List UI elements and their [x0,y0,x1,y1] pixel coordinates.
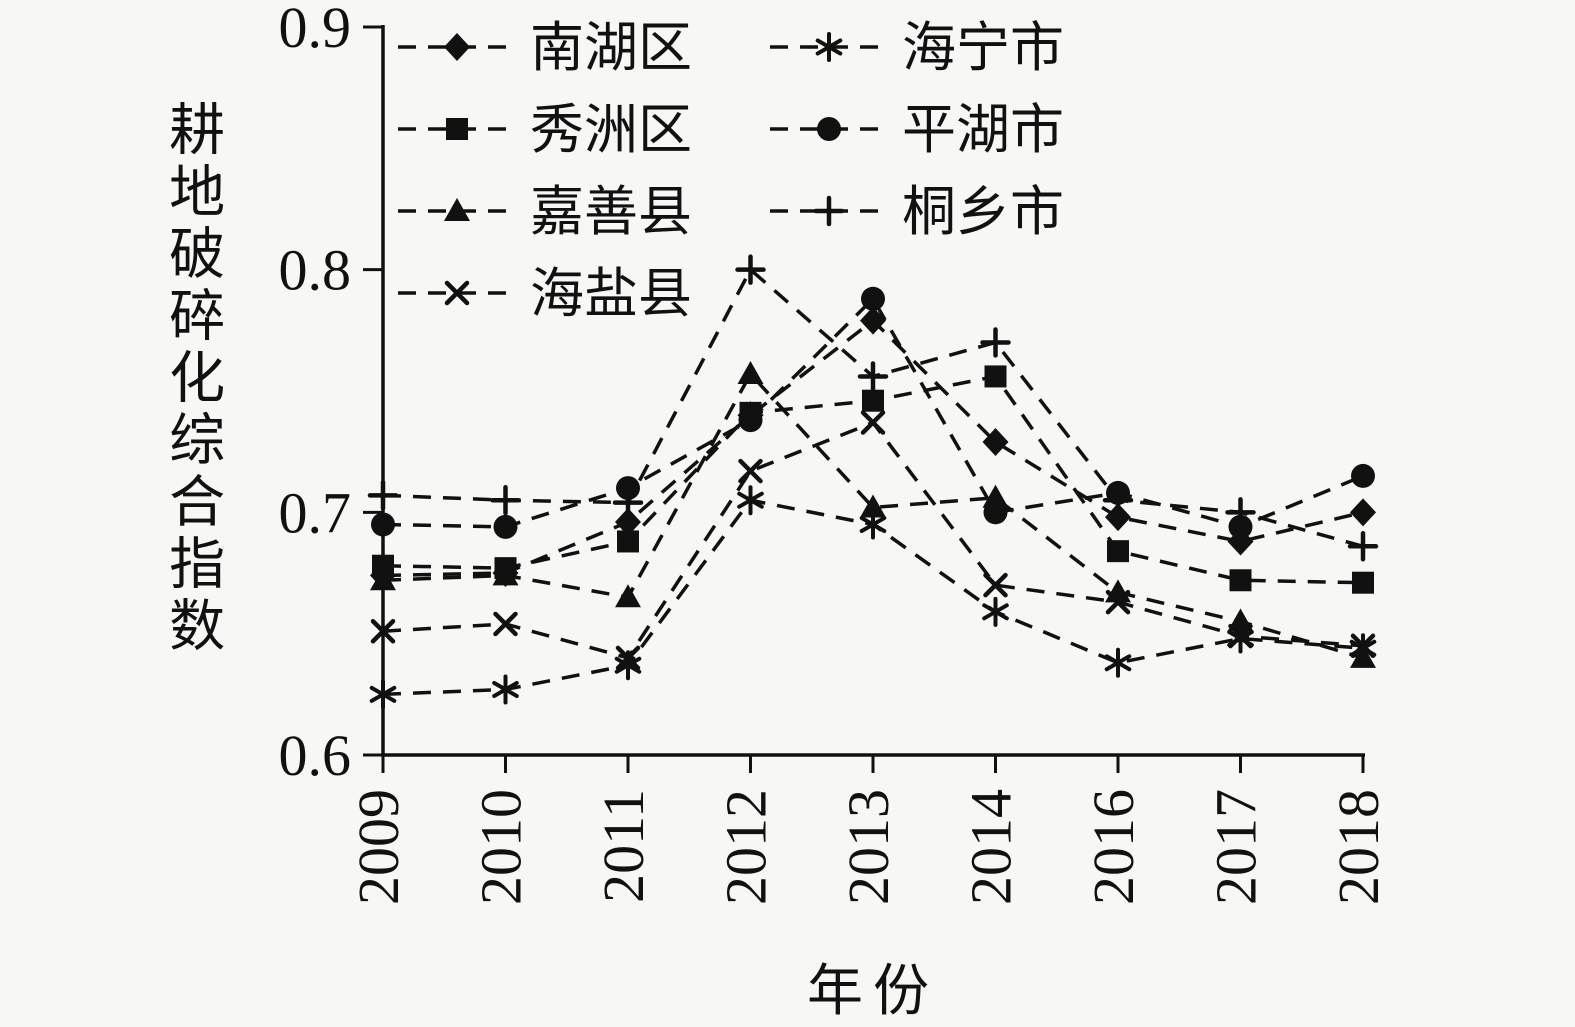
data-marker-asterisk [1349,633,1377,664]
x-tick-label: 2012 [714,789,779,905]
data-marker-circle [1351,463,1375,488]
series-line-x [382,420,1364,660]
data-marker-circle [861,286,885,311]
data-marker-square [862,389,884,412]
data-marker-triangle [615,584,641,608]
x-tick-label: 2009 [346,789,411,905]
x-axis-title: 年份 [807,961,939,1023]
legend-label: 桐乡市 [902,182,1064,242]
x-tick-label: 2016 [1081,789,1146,905]
data-marker-asterisk [737,485,764,516]
data-marker-asterisk [492,674,519,705]
data-marker-plus [1225,497,1256,528]
data-marker-asterisk [859,509,887,540]
data-marker-asterisk [614,650,642,681]
data-marker-asterisk [982,596,1009,627]
y-tick-label: 0.6 [279,723,352,788]
data-marker-plus [367,480,399,511]
data-marker-asterisk [1227,623,1254,654]
x-tick-label: 2010 [469,789,534,905]
y-tick-label: 0.7 [279,480,352,545]
legend-label: 秀洲区 [530,100,692,160]
data-marker-diamond [860,306,886,335]
data-marker-triangle [737,361,764,385]
data-marker-asterisk [369,679,397,710]
data-marker-diamond [1350,498,1376,527]
data-marker-triangle [370,567,396,591]
legend-label: 海宁市 [902,18,1064,78]
x-tick-label: 2011 [591,789,656,903]
data-marker-circle [371,512,395,537]
data-marker-triangle [860,494,886,518]
data-marker-x [1105,589,1131,615]
data-marker-square [1352,571,1374,594]
data-marker-x [983,572,1008,598]
data-marker-square [617,530,639,553]
data-marker-diamond [1105,503,1131,532]
data-marker-triangle [982,484,1009,508]
series-line-triangle [382,371,1364,660]
data-marker-square [1107,540,1129,563]
data-marker-plus [490,484,521,516]
legend-marker-circle [817,117,841,141]
x-tick-label: 2014 [959,789,1024,905]
data-marker-plus [1347,531,1379,562]
legend-marker-triangle [444,198,470,221]
data-marker-square [372,554,394,577]
data-marker-x [738,458,763,484]
legend-marker-asterisk [815,32,843,62]
x-tick-label: 2018 [1326,789,1391,905]
data-marker-circle [983,500,1008,525]
data-marker-circle [738,408,763,433]
y-tick-label: 0.9 [279,0,352,60]
legend-marker-x [444,280,470,306]
data-marker-x [493,611,518,637]
data-marker-plus [735,254,766,285]
data-marker-circle [493,514,518,539]
legend-label: 嘉善县 [530,182,692,242]
data-marker-square [984,365,1007,388]
data-marker-diamond [615,508,641,537]
data-marker-plus [1102,484,1134,516]
data-marker-diamond [982,427,1009,456]
y-tick-label: 0.8 [279,238,352,303]
data-marker-plus [612,487,644,518]
legend-label: 平湖市 [902,100,1064,160]
x-tick-label: 2013 [836,789,901,905]
legend-marker-plus [813,195,845,227]
data-marker-x [860,410,886,435]
data-marker-triangle [492,562,519,586]
x-tick-label: 2017 [1204,789,1269,905]
data-marker-plus [980,327,1011,358]
legend-label: 海盐县 [530,264,692,324]
data-marker-square [1229,569,1252,592]
data-marker-plus [857,361,889,392]
data-marker-triangle [1227,608,1254,632]
data-marker-x [370,618,396,644]
y-axis-title: 耕地破碎化综合指数 [160,100,223,658]
legend-label: 南湖区 [530,18,692,78]
legend-marker-square [446,118,468,140]
data-marker-asterisk [1104,647,1132,678]
series-line-circle [382,295,1364,529]
legend-marker-diamond [444,33,470,61]
